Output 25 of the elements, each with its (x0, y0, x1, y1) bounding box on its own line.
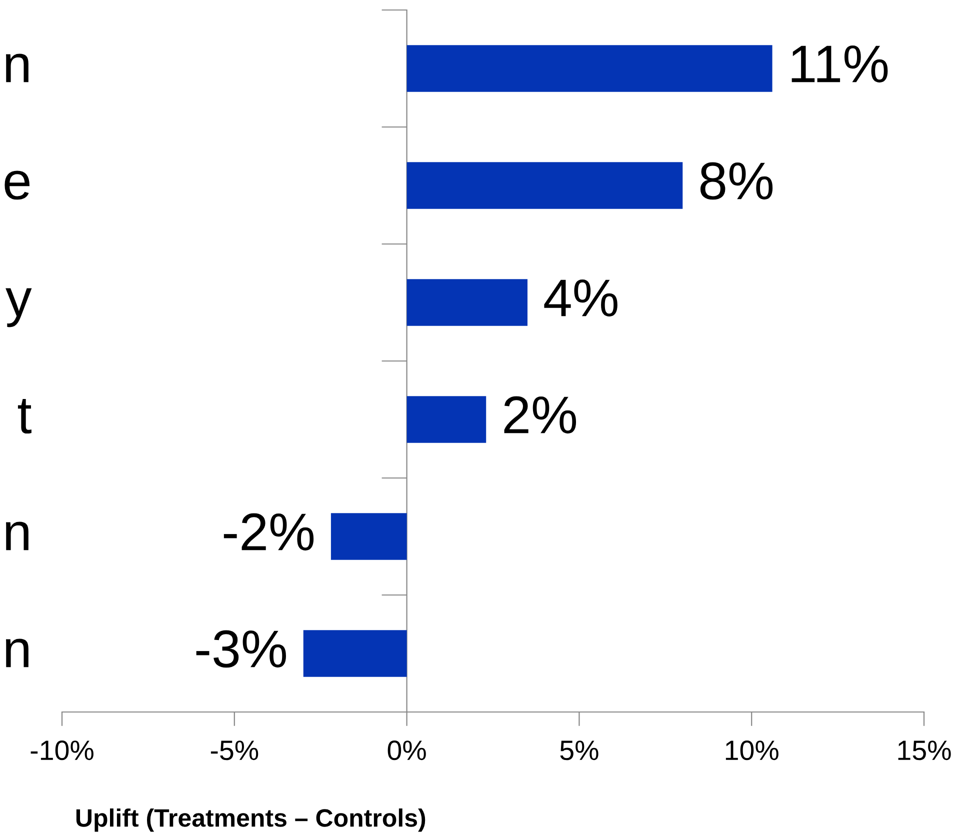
x-tick-label: -5% (210, 740, 258, 760)
data-label: -2% (224, 513, 314, 550)
y-tick-label: n (6, 54, 28, 82)
data-label: 11% (792, 46, 888, 82)
y-tick-label: n (6, 522, 28, 550)
x-tick-label: 5% (560, 740, 598, 760)
data-label: 2% (504, 396, 576, 434)
bar (406, 396, 486, 443)
x-tick-label: 15% (898, 740, 951, 760)
x-tick-label: 10% (726, 740, 778, 760)
bar (303, 630, 407, 677)
bar (406, 45, 772, 92)
y-tick-label: y (6, 288, 32, 328)
x-tick-label: 0% (388, 740, 426, 760)
data-label: 4% (544, 280, 618, 316)
bar (406, 162, 683, 209)
y-tick-label: n (6, 638, 28, 668)
bar (330, 513, 407, 560)
x-axis-title: Uplift (Treatments – Controls) (76, 808, 426, 832)
bar (406, 279, 528, 326)
x-tick-label: -10% (30, 740, 94, 760)
y-tick-label: t (18, 399, 32, 434)
data-label: 8% (700, 162, 773, 200)
data-label: -3% (196, 630, 286, 668)
y-tick-label: e (4, 170, 30, 200)
